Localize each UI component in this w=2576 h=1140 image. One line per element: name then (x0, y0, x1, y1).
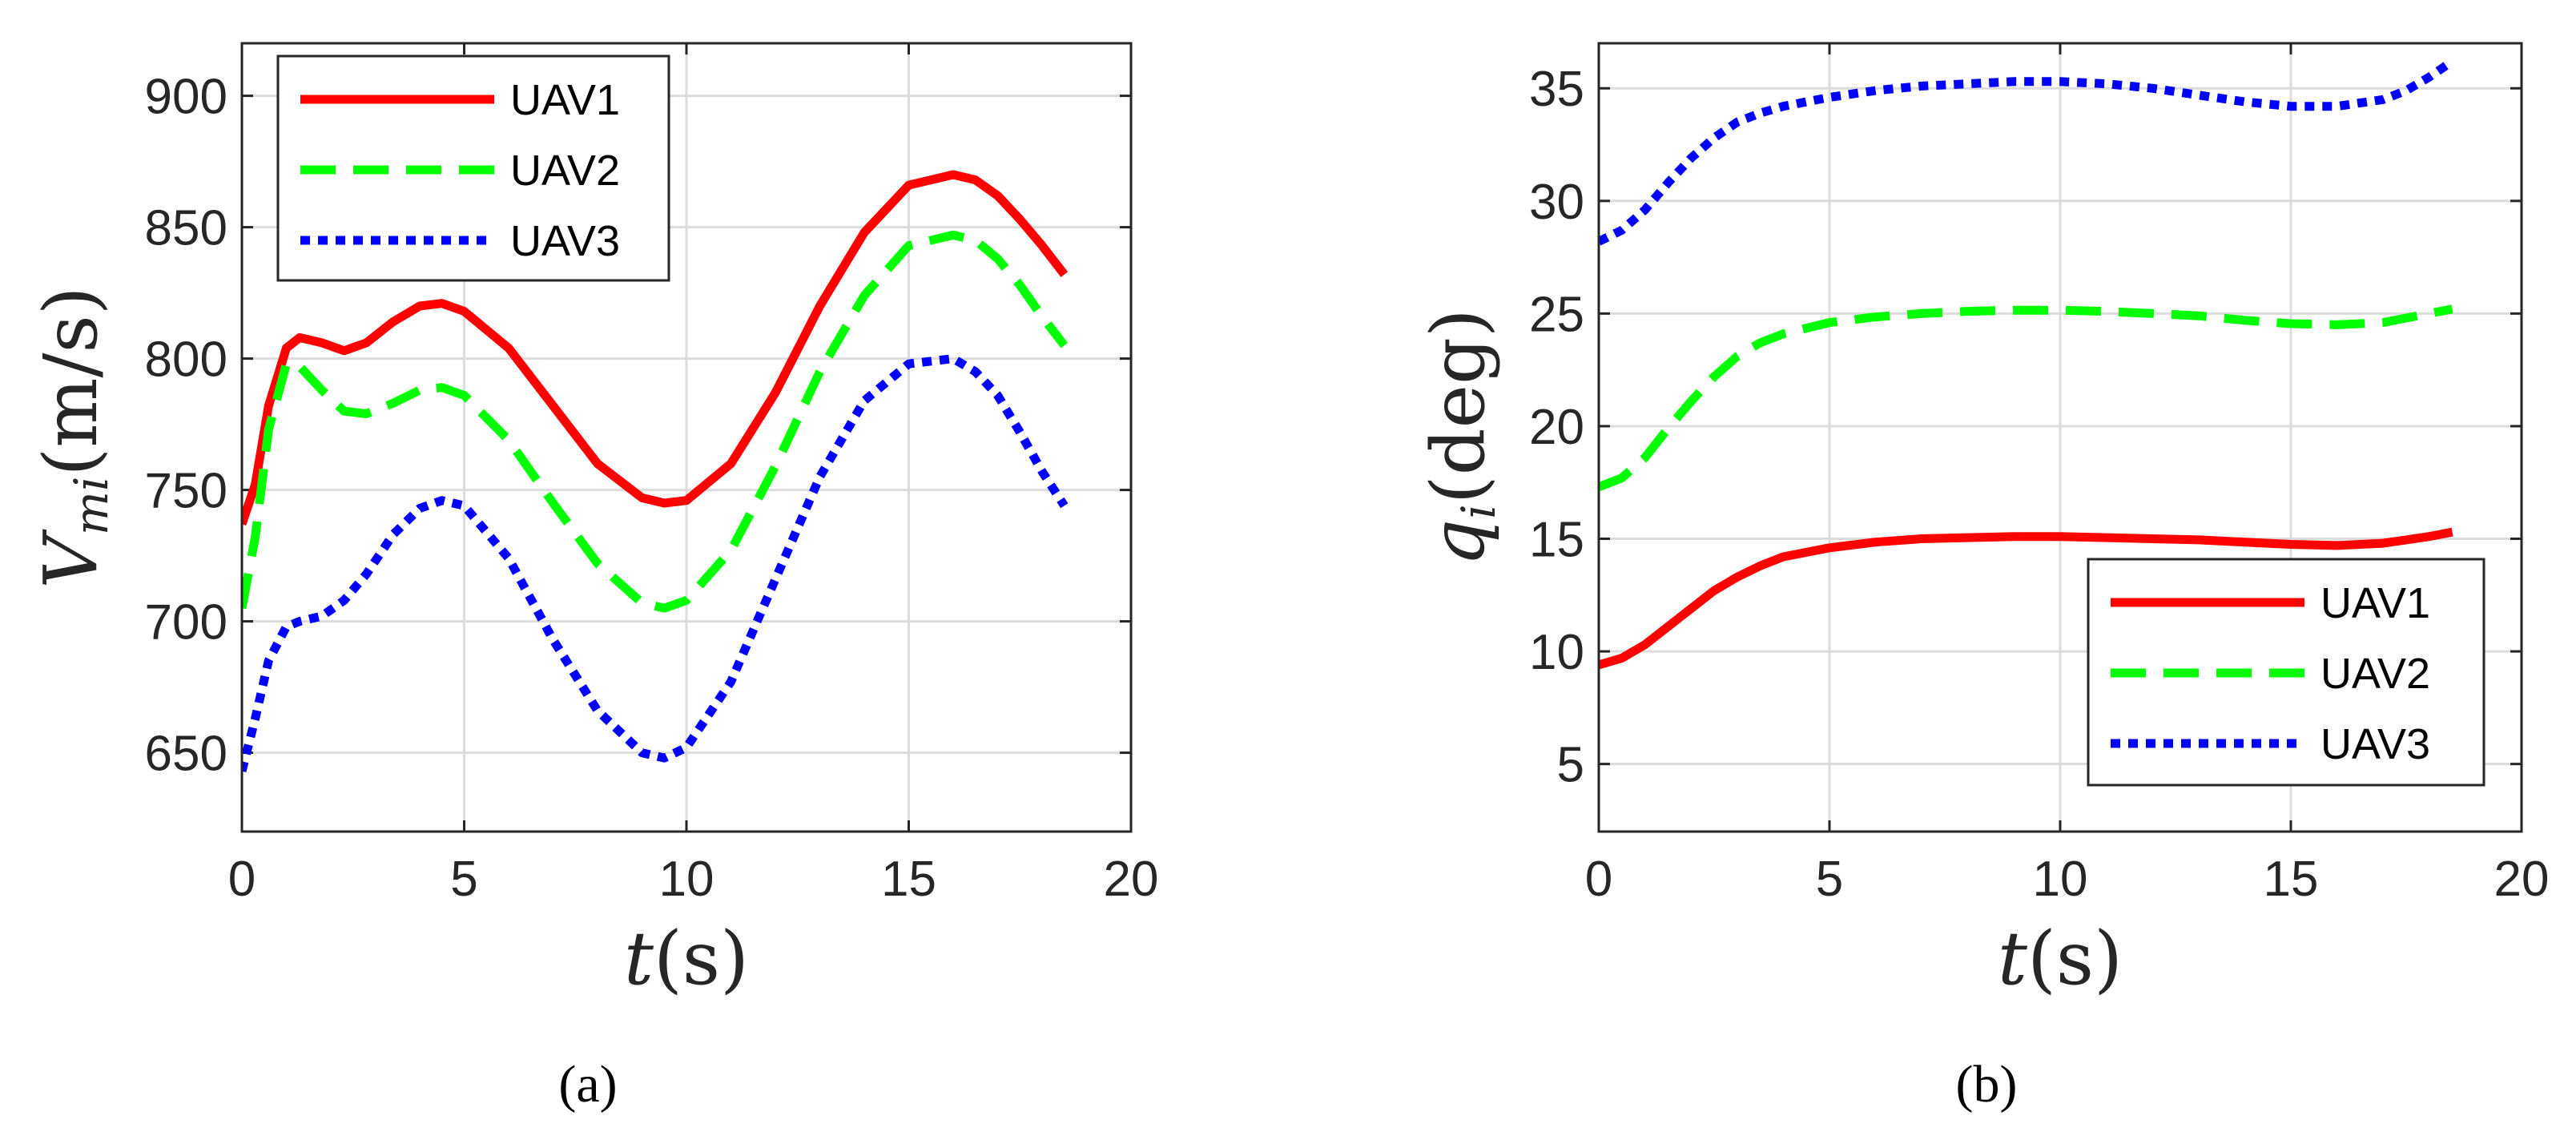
x-tick-label: 0 (1585, 852, 1612, 907)
x-tick-label: 15 (881, 852, 936, 907)
x-tick-label: 5 (1816, 852, 1843, 907)
y-tick-label: 10 (1529, 625, 1584, 680)
y-tick-label: 25 (1529, 287, 1584, 342)
x-axis-label-var: t (1998, 916, 2028, 1001)
y-axis-label: qi(deg) (1415, 308, 1506, 566)
legend-label: UAV2 (510, 147, 620, 195)
y-tick-label: 800 (145, 332, 227, 388)
y-axis-label-unit: (m/s) (28, 286, 114, 476)
chart-panel-b: 0 5 10 15 205101520253035UAV1UAV2UAV3t(s)qi(… (1415, 42, 2550, 1114)
y-axis-label-subscript: mi (64, 477, 119, 536)
y-tick-label: 850 (145, 201, 227, 256)
series-line-uav3 (1599, 57, 2455, 246)
legend-label: UAV1 (510, 76, 620, 124)
series-line-uav2 (1599, 304, 2453, 492)
axes-frame (1597, 42, 2523, 833)
legend-label: UAV3 (510, 217, 620, 265)
series-line-uav2 (242, 230, 1069, 613)
x-tick-label: 10 (2033, 852, 2088, 907)
x-tick-label: 10 (659, 852, 714, 907)
x-axis-label-var: t (624, 916, 654, 1001)
legend-label: UAV1 (2320, 579, 2430, 627)
y-axis-label-subscript: i (1451, 504, 1506, 519)
legend-label: UAV3 (2320, 720, 2430, 768)
y-tick-label: 30 (1529, 175, 1584, 230)
y-axis-label-var: q (1415, 519, 1501, 566)
x-tick-label: 15 (2264, 852, 2319, 907)
y-tick-label: 900 (145, 70, 227, 125)
y-tick-label: 20 (1529, 400, 1584, 455)
y-axis-label-var: V (28, 529, 114, 589)
x-axis-label-unit: (s) (2027, 916, 2123, 1001)
legend: UAV1 UAV2 UAV3 (276, 54, 670, 282)
y-axis-label: Vmi(m/s) (28, 286, 119, 588)
legend-label: UAV2 (2320, 650, 2430, 698)
y-tick-label: 700 (145, 595, 227, 651)
panel-label: (b) (1956, 1055, 2018, 1114)
y-tick-label: 5 (1557, 738, 1584, 793)
series-line-uav3 (242, 354, 1069, 772)
x-tick-label: 20 (2494, 852, 2550, 907)
axes-frame (240, 42, 1133, 833)
y-axis-label-unit: (deg) (1415, 308, 1501, 504)
y-tick-label: 750 (145, 464, 227, 519)
y-tick-label: 650 (145, 727, 227, 782)
y-tick-label: 15 (1529, 513, 1584, 568)
x-axis-label-unit: (s) (654, 916, 749, 1001)
y-tick-label: 35 (1529, 62, 1584, 117)
series-line-uav1 (1599, 527, 2453, 670)
series-line-uav1 (242, 170, 1069, 526)
x-axis-label: t(s) (1998, 916, 2123, 1001)
x-tick-label: 0 (228, 852, 256, 907)
legend: UAV1 UAV2 UAV3 (2087, 558, 2485, 787)
panel-label: (a) (558, 1055, 617, 1114)
x-tick-label: 20 (1104, 852, 1159, 907)
x-axis-label: t(s) (624, 916, 749, 1001)
x-tick-label: 5 (450, 852, 477, 907)
